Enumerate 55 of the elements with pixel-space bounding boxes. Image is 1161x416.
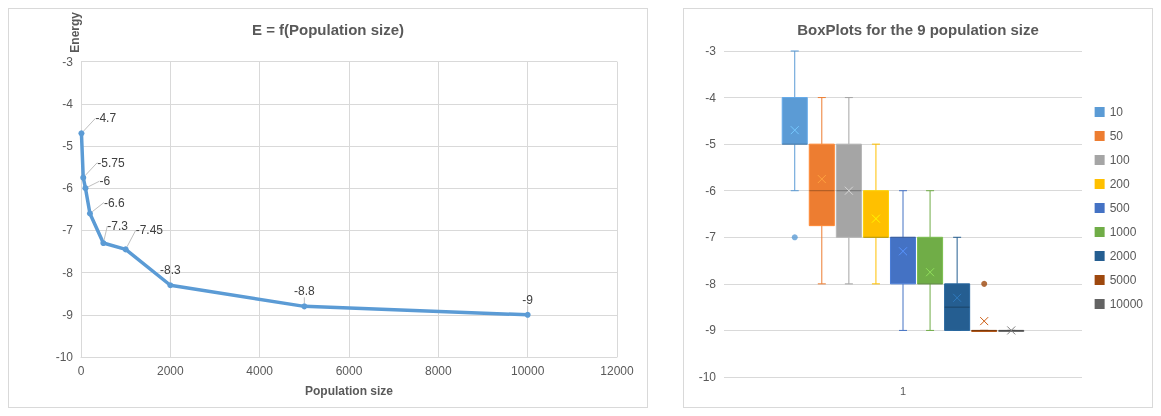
y-tick-label: -9 xyxy=(705,323,717,338)
y-tick-label: -3 xyxy=(705,44,717,58)
y-tick-label: -7 xyxy=(62,223,74,238)
x-tick-label: 4000 xyxy=(246,364,274,378)
x-tick-label: 6000 xyxy=(335,364,363,378)
point xyxy=(524,311,531,318)
y-tick-label: -6 xyxy=(62,181,74,196)
x-tick-label: 1 xyxy=(899,384,907,397)
data-label: -7.3 xyxy=(107,219,129,234)
x-axis-title: Population size xyxy=(304,384,394,398)
data-label: -4.7 xyxy=(95,111,117,126)
data-label: -6 xyxy=(99,174,111,189)
data-label: -6.6 xyxy=(103,195,125,210)
point xyxy=(122,246,129,253)
x-tick-label: 0 xyxy=(77,364,85,378)
y-tick-label: -10 xyxy=(698,370,717,384)
point xyxy=(167,282,174,289)
point xyxy=(78,130,85,137)
legend-label: 100 xyxy=(1109,153,1130,167)
legend-label: 200 xyxy=(1109,177,1130,191)
point xyxy=(80,174,87,181)
y-tick-label: -9 xyxy=(62,307,74,322)
y-tick-label: -4 xyxy=(705,90,717,105)
y-tick-label: -4 xyxy=(62,96,74,111)
legend-label: 50 xyxy=(1109,129,1124,143)
x-tick-label: 10000 xyxy=(510,364,545,378)
data-label: -5.75 xyxy=(97,155,125,170)
legend-label: 10 xyxy=(1109,105,1124,119)
point xyxy=(82,185,89,192)
y-tick-label: -7 xyxy=(705,230,717,245)
x-tick-label: 8000 xyxy=(424,364,452,378)
chart-title: E = f(Population size) xyxy=(251,21,405,38)
legend-label: 5000 xyxy=(1109,273,1137,287)
point xyxy=(86,210,93,217)
legend-label: 1000 xyxy=(1109,225,1137,239)
legend-label: 10000 xyxy=(1109,297,1144,311)
y-axis-title: Energy xyxy=(68,11,82,53)
legend-label: 2000 xyxy=(1109,249,1137,263)
legend-label: 500 xyxy=(1109,201,1130,215)
data-label: -9 xyxy=(522,292,534,307)
x-tick-label: 12000 xyxy=(600,364,635,378)
chart-title: BoxPlots for the 9 population size xyxy=(797,21,1039,38)
y-tick-label: -8 xyxy=(705,276,717,291)
data-label: -8.3 xyxy=(159,263,181,278)
point xyxy=(301,303,308,310)
y-tick-label: -3 xyxy=(62,54,74,69)
data-label: -8.8 xyxy=(293,284,315,299)
data-label: -7.45 xyxy=(135,223,164,238)
y-tick-label: -10 xyxy=(55,350,74,364)
y-tick-label: -5 xyxy=(705,137,717,152)
y-tick-label: -8 xyxy=(62,265,74,280)
y-tick-label: -6 xyxy=(705,183,717,198)
x-tick-label: 2000 xyxy=(156,364,184,378)
point xyxy=(100,240,107,247)
y-tick-label: -5 xyxy=(62,138,74,153)
